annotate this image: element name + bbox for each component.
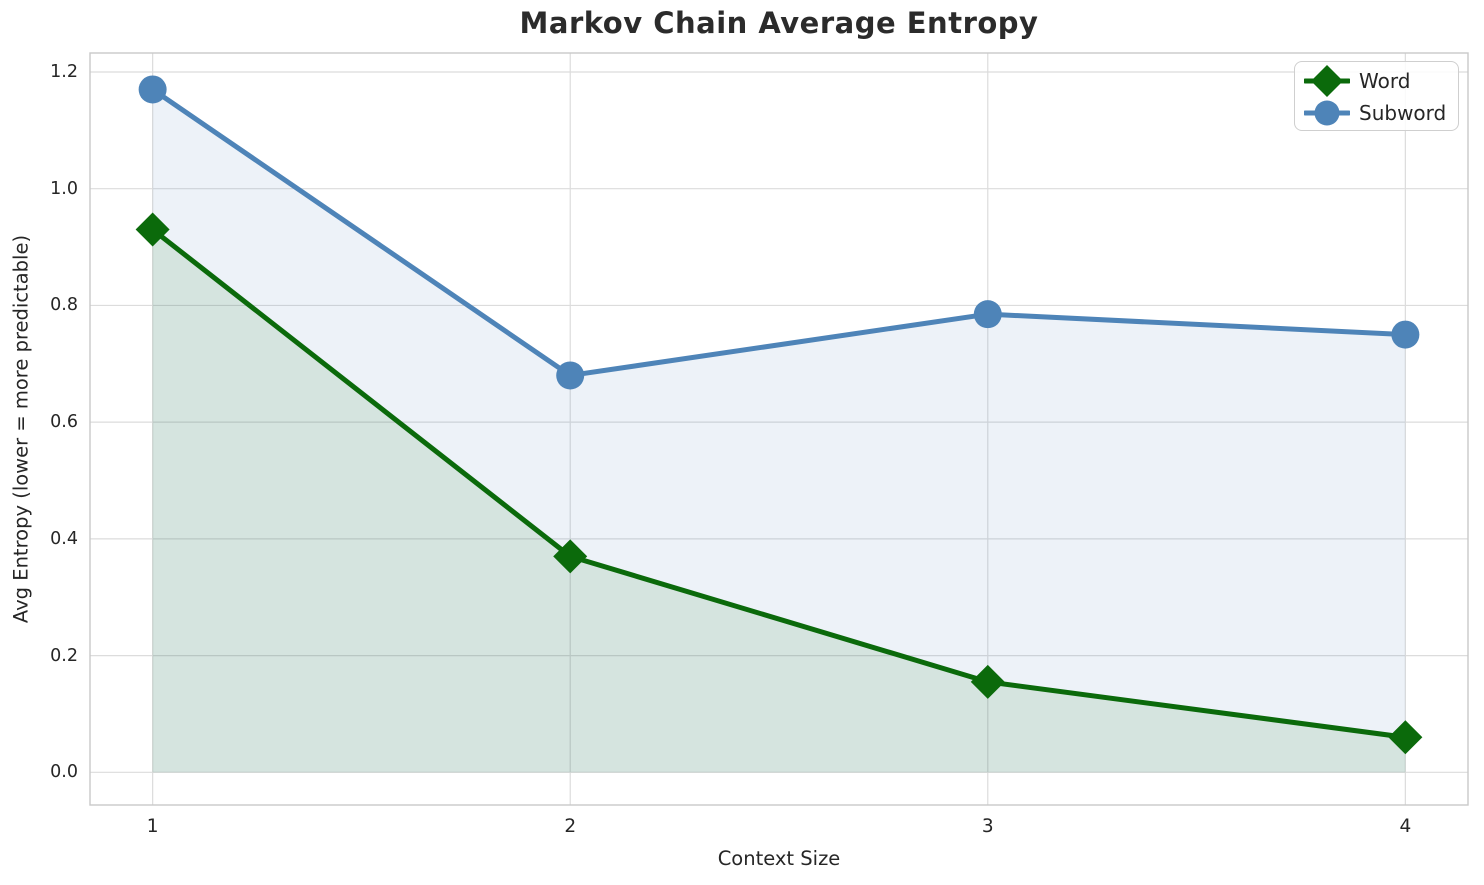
ytick-0.0: 0.0 bbox=[50, 762, 78, 783]
xtick-3: 3 bbox=[981, 816, 994, 837]
legend-label-word: Word bbox=[1359, 69, 1411, 93]
x-axis-label: Context Size bbox=[717, 847, 841, 870]
word-diamond-marker-icon bbox=[1304, 65, 1350, 97]
y-axis-label: Avg Entropy (lower = more predictable) bbox=[9, 234, 33, 624]
ytick-1.0: 1.0 bbox=[50, 178, 78, 199]
ytick-0.2: 0.2 bbox=[50, 645, 78, 666]
ytick-0.4: 0.4 bbox=[50, 528, 78, 549]
xtick-1: 1 bbox=[146, 816, 159, 837]
legend: Word Subword bbox=[1294, 61, 1459, 131]
legend-label-subword: Subword bbox=[1359, 101, 1447, 125]
subword-circle-marker-icon bbox=[1304, 100, 1350, 126]
xtick-2: 2 bbox=[564, 816, 577, 837]
legend-item-word: Word bbox=[1304, 65, 1449, 97]
ytick-0.6: 0.6 bbox=[50, 412, 78, 433]
ytick-0.8: 0.8 bbox=[50, 295, 78, 316]
chart-title: Markov Chain Average Entropy bbox=[519, 6, 1039, 40]
legend-item-subword: Subword bbox=[1304, 97, 1449, 129]
ytick-1.2: 1.2 bbox=[50, 61, 78, 82]
xtick-4: 4 bbox=[1399, 816, 1412, 837]
